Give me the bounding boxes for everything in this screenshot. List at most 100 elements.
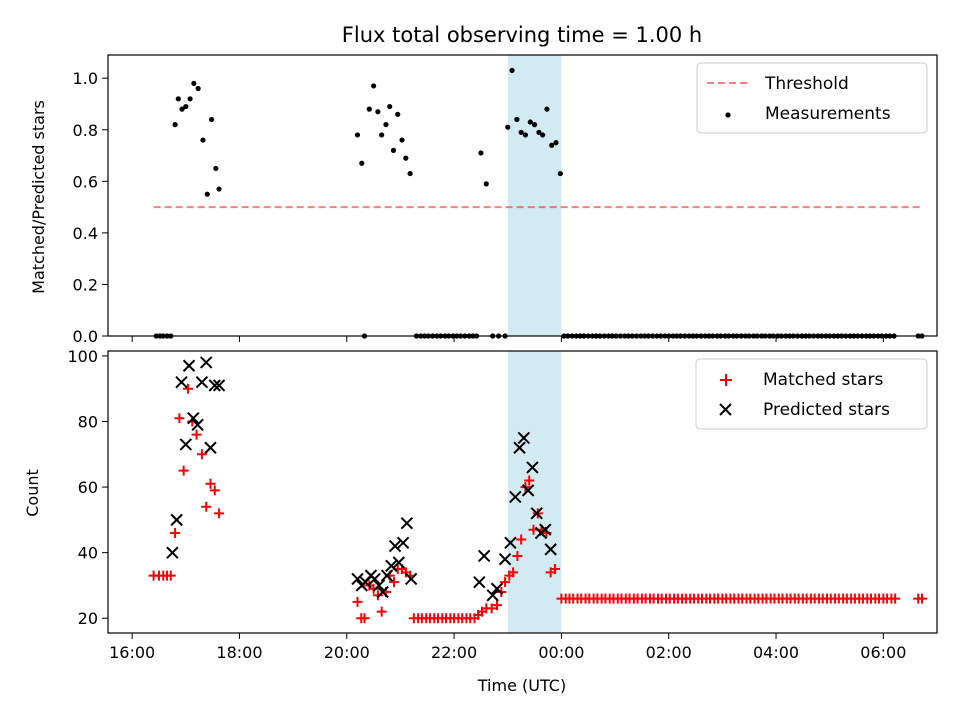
measurement-point — [399, 137, 405, 143]
x-tick-label: 18:00 — [216, 643, 262, 662]
measurement-point — [478, 150, 484, 156]
matched-point — [372, 590, 383, 601]
predicted-point — [396, 536, 410, 550]
predicted-point — [376, 585, 389, 599]
measurement-point — [172, 122, 178, 128]
matched-point — [209, 485, 220, 496]
measurement-point — [407, 170, 413, 177]
predicted-point — [388, 539, 402, 553]
measurement-point — [195, 85, 201, 92]
matched-point — [191, 429, 202, 440]
measurement-point — [509, 67, 515, 74]
measurement-point — [366, 106, 372, 112]
bottom-ytick-label: 60 — [78, 478, 98, 497]
matched-point — [182, 383, 193, 394]
bottom-ytick-label: 100 — [67, 347, 98, 366]
x-tick-label: 06:00 — [860, 643, 906, 662]
predicted-point — [208, 379, 221, 392]
predicted-point — [166, 546, 179, 559]
bottom-ytick-label: 20 — [78, 609, 98, 628]
predicted-point — [175, 375, 188, 389]
x-tick-label: 02:00 — [646, 643, 692, 662]
predicted-point — [521, 484, 535, 497]
measurement-point — [557, 170, 563, 177]
matched-point — [492, 600, 503, 611]
matched-point — [388, 577, 399, 588]
predicted-point — [187, 412, 200, 425]
legend-predicted-label: Predicted stars — [763, 400, 890, 420]
bottom-ytick-label: 40 — [78, 544, 98, 563]
matched-point — [500, 577, 511, 588]
measurement-point — [544, 106, 550, 112]
predicted-point — [195, 375, 209, 389]
measurement-point — [375, 109, 381, 115]
top-ytick-label: 0.4 — [73, 224, 98, 243]
top-legend: Threshold Measurements — [696, 62, 928, 134]
predicted-point — [530, 507, 543, 520]
predicted-point — [170, 513, 183, 527]
matched-point — [359, 613, 370, 624]
measurement-point — [183, 103, 189, 110]
measurement-point — [175, 96, 181, 102]
predicted-point — [404, 572, 418, 586]
measurement-point — [527, 119, 533, 125]
bottom-panel: 16:00 18:00 20:00 22:00 00:00 02:00 04:00 06:00… — [23, 347, 938, 662]
predicted-point — [513, 441, 526, 454]
measurement-point — [213, 165, 219, 172]
matched-point — [196, 449, 207, 460]
measurement-point — [483, 181, 489, 187]
x-tick-label: 16:00 — [109, 643, 155, 662]
predicted-point — [372, 579, 386, 592]
measurement-point — [531, 122, 538, 128]
predicted-point — [539, 523, 552, 536]
legend-matched-swatch — [720, 374, 732, 386]
predicted-point — [191, 418, 204, 431]
predicted-point — [526, 461, 539, 474]
measurement-point — [191, 80, 197, 86]
measurement-point — [371, 83, 377, 89]
x-axis-label: Time (UTC) — [477, 676, 566, 695]
matched-point — [524, 475, 535, 486]
measurement-point — [387, 103, 393, 110]
predicted-point — [182, 359, 196, 372]
x-tick-label: 20:00 — [324, 643, 370, 662]
top-ylabel: Matched/Predicted stars — [29, 100, 48, 294]
predicted-point — [351, 572, 364, 586]
predicted-point — [477, 549, 491, 563]
legend-measurements-swatch — [725, 112, 731, 118]
x-tick-label: 22:00 — [431, 643, 477, 662]
matched-point — [174, 413, 185, 424]
matched-point — [486, 603, 497, 614]
predicted-point — [368, 572, 381, 586]
matched-point — [178, 465, 189, 476]
top-ytick-label: 0.6 — [73, 172, 98, 191]
matched-point — [508, 567, 519, 578]
x-tick-label: 00:00 — [538, 643, 584, 662]
predicted-point — [380, 569, 394, 582]
matched-point — [352, 596, 363, 607]
measurement-point — [549, 142, 555, 148]
measurement-point — [187, 96, 193, 102]
matched-point — [201, 501, 212, 512]
bottom-ytick-label: 80 — [78, 413, 98, 432]
predicted-point — [385, 559, 398, 572]
measurement-point — [536, 129, 542, 135]
predicted-point — [212, 379, 226, 392]
measurement-point — [522, 132, 529, 138]
matched-point — [516, 534, 527, 545]
measurement-point — [390, 147, 397, 153]
predicted-point — [179, 438, 193, 451]
top-panel: 0.0 0.2 0.4 0.6 0.8 1.0 Matched/Predicted sta… — [29, 54, 938, 346]
predicted-point — [517, 431, 531, 445]
matched-point — [890, 593, 901, 604]
predicted-point — [199, 356, 213, 369]
top-ytick-label: 0.2 — [73, 275, 98, 294]
measurement-point — [208, 116, 215, 123]
matched-point — [512, 550, 523, 561]
predicted-point — [473, 575, 486, 589]
matched-point — [165, 570, 176, 581]
measurement-point — [204, 191, 210, 197]
bottom-shaded-span — [507, 351, 562, 633]
legend-threshold-label: Threshold — [764, 74, 849, 94]
